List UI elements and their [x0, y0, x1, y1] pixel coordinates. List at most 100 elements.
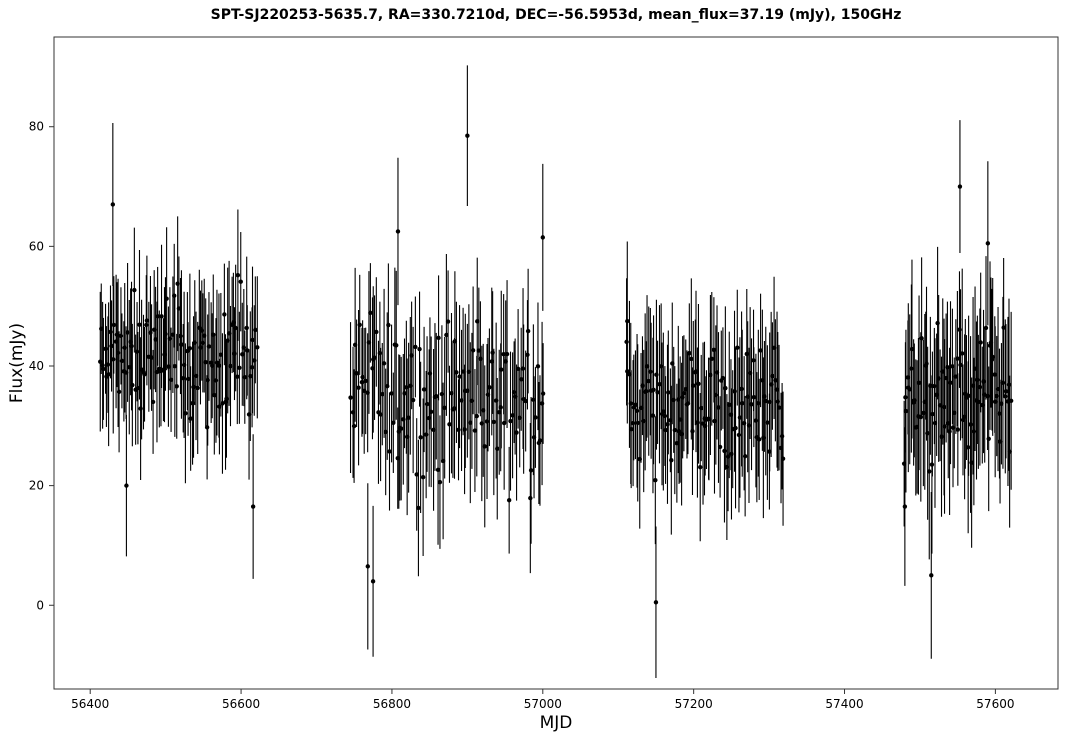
data-marker — [648, 369, 653, 374]
data-marker — [193, 373, 199, 379]
data-point — [442, 337, 447, 479]
data-point — [672, 366, 677, 495]
x-tick-label: 57600 — [976, 697, 1014, 711]
data-marker — [528, 468, 534, 473]
data-marker — [508, 418, 513, 424]
data-marker — [142, 372, 147, 377]
data-marker — [134, 349, 140, 354]
data-point — [1001, 258, 1006, 397]
data-marker — [363, 378, 368, 384]
data-point — [103, 303, 108, 394]
data-marker — [380, 391, 385, 397]
data-point — [523, 350, 528, 452]
data-marker — [698, 464, 703, 470]
data-marker — [696, 381, 701, 387]
data-point — [758, 293, 763, 408]
data-marker — [916, 380, 922, 385]
data-marker — [955, 356, 960, 361]
data-marker — [751, 394, 757, 400]
data-marker — [628, 426, 634, 432]
data-point — [255, 276, 260, 419]
data-marker — [238, 279, 243, 284]
data-marker — [242, 375, 247, 380]
data-marker — [717, 444, 723, 450]
data-point — [773, 319, 778, 442]
data-marker — [955, 427, 961, 432]
data-point — [119, 313, 125, 409]
data-marker — [918, 414, 924, 420]
data-point — [742, 396, 748, 517]
y-tick-label: 40 — [29, 359, 44, 373]
data-point — [159, 244, 164, 388]
data-marker — [172, 363, 178, 369]
data-point — [402, 338, 407, 449]
data-point — [720, 327, 726, 429]
data-marker — [245, 348, 250, 353]
data-marker — [168, 377, 174, 382]
x-tick-label: 56800 — [373, 697, 411, 711]
data-marker — [124, 483, 129, 488]
data-marker — [689, 356, 694, 362]
data-marker — [525, 328, 531, 334]
data-marker — [437, 479, 443, 485]
data-marker — [932, 383, 937, 389]
data-marker — [739, 386, 744, 392]
data-marker — [111, 322, 117, 328]
data-marker — [442, 405, 447, 411]
data-marker — [525, 352, 530, 357]
data-point — [351, 369, 357, 483]
data-point — [428, 336, 434, 488]
data-marker — [780, 456, 786, 461]
data-marker — [206, 344, 212, 349]
data-marker — [736, 432, 742, 438]
data-marker — [932, 420, 938, 426]
data-point — [484, 343, 490, 499]
data-point — [389, 324, 394, 463]
data-point — [472, 369, 478, 492]
data-point — [945, 301, 950, 433]
data-point — [929, 491, 934, 659]
data-marker — [386, 322, 391, 328]
data-point — [985, 161, 991, 326]
data-marker — [947, 429, 952, 434]
data-marker — [374, 329, 379, 335]
data-point — [927, 383, 932, 560]
data-marker — [416, 505, 421, 511]
data-point — [394, 270, 399, 420]
data-marker — [929, 573, 934, 578]
data-point — [735, 289, 740, 406]
data-marker — [753, 418, 759, 423]
data-marker — [504, 351, 510, 357]
data-marker — [691, 383, 696, 388]
data-marker — [720, 375, 726, 381]
data-point — [540, 343, 546, 444]
data-point — [717, 396, 723, 498]
data-marker — [681, 391, 687, 396]
data-marker — [506, 498, 512, 503]
data-marker — [666, 390, 671, 395]
data-point — [681, 335, 687, 452]
data-point — [129, 281, 134, 411]
data-point — [1003, 324, 1009, 459]
data-point — [644, 295, 650, 438]
data-marker — [655, 390, 660, 395]
data-point — [932, 338, 938, 508]
data-point — [368, 263, 373, 363]
data-marker — [669, 458, 674, 463]
data-marker — [116, 389, 122, 395]
plot-frame — [53, 36, 1059, 690]
data-marker — [672, 427, 677, 433]
data-marker — [164, 296, 169, 301]
data-point — [378, 347, 383, 482]
data-point — [506, 446, 512, 554]
data-marker — [132, 287, 137, 293]
data-point — [238, 232, 243, 332]
data-marker — [150, 399, 156, 405]
data-point — [424, 336, 430, 472]
data-marker — [948, 380, 953, 385]
data-marker — [389, 391, 394, 396]
data-marker — [183, 411, 188, 416]
data-marker — [756, 437, 762, 442]
chart-title: SPT-SJ220253-5635.7, RA=330.7210d, DEC=-… — [211, 7, 902, 23]
data-marker — [758, 348, 763, 353]
